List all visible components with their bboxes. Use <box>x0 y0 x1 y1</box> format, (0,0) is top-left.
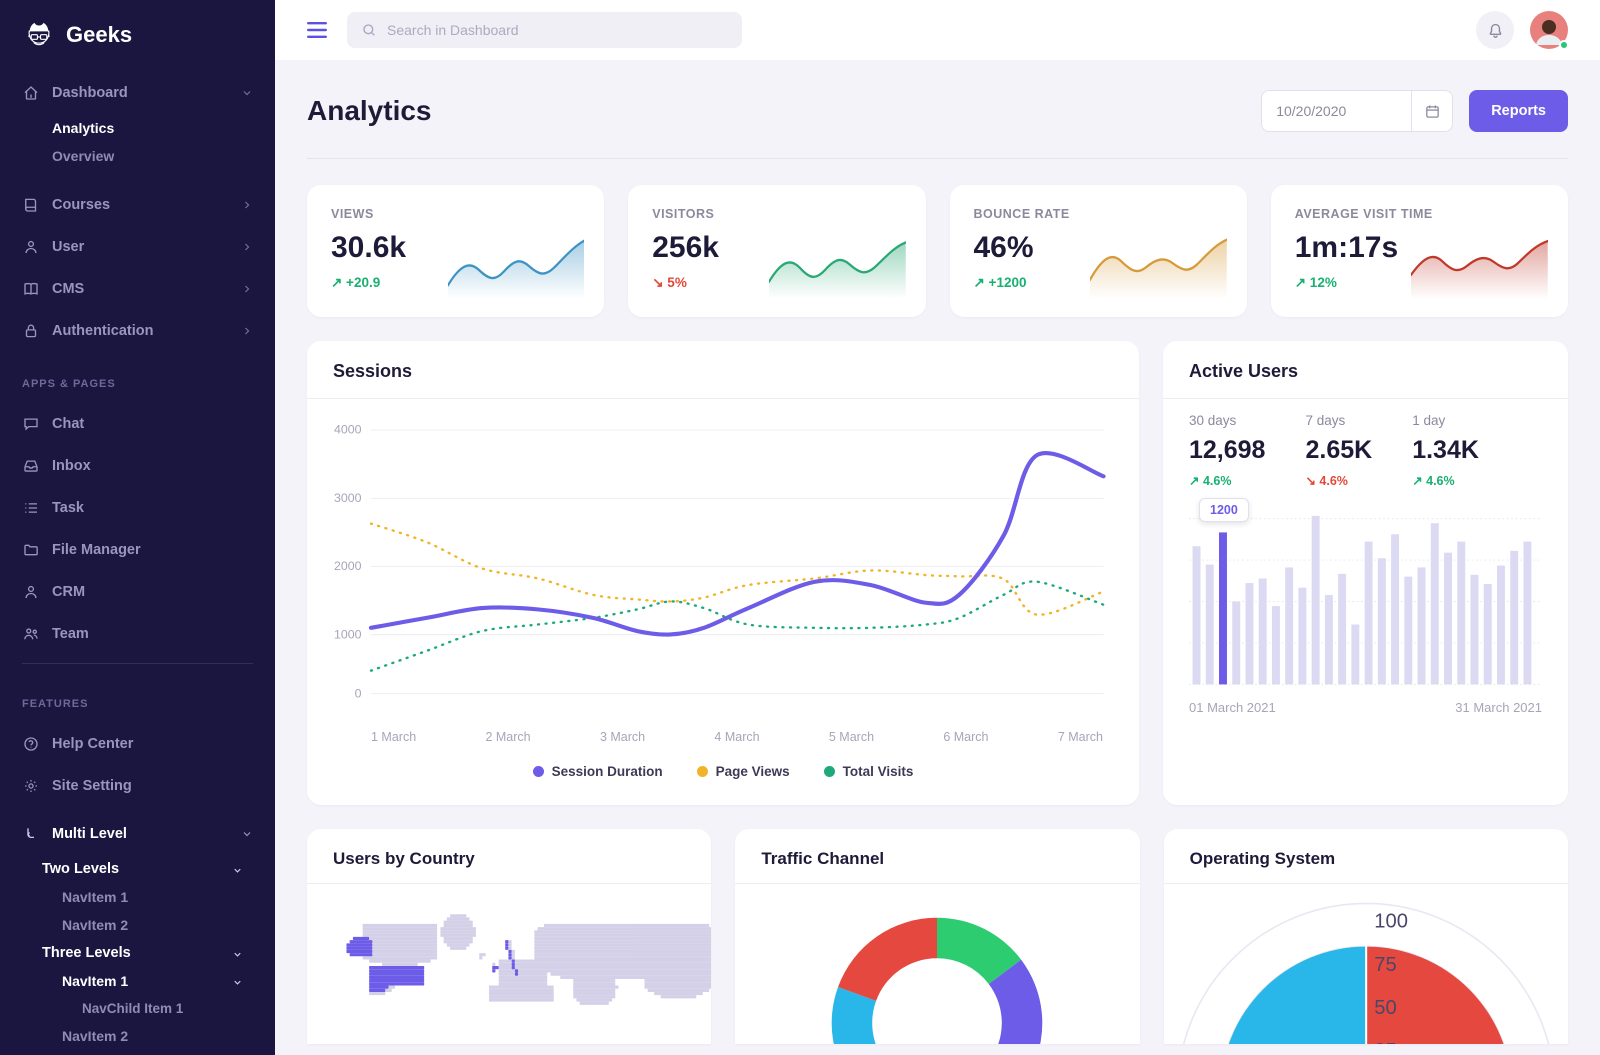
svg-text:100: 100 <box>1374 911 1408 933</box>
svg-text:25: 25 <box>1374 1040 1396 1044</box>
svg-text:75: 75 <box>1374 954 1396 976</box>
svg-text:50: 50 <box>1374 997 1396 1019</box>
svg-text:2000: 2000 <box>334 559 362 573</box>
svg-text:0: 0 <box>355 687 362 701</box>
svg-text:3000: 3000 <box>334 491 362 505</box>
svg-text:1000: 1000 <box>334 628 362 642</box>
svg-text:4000: 4000 <box>334 423 362 437</box>
